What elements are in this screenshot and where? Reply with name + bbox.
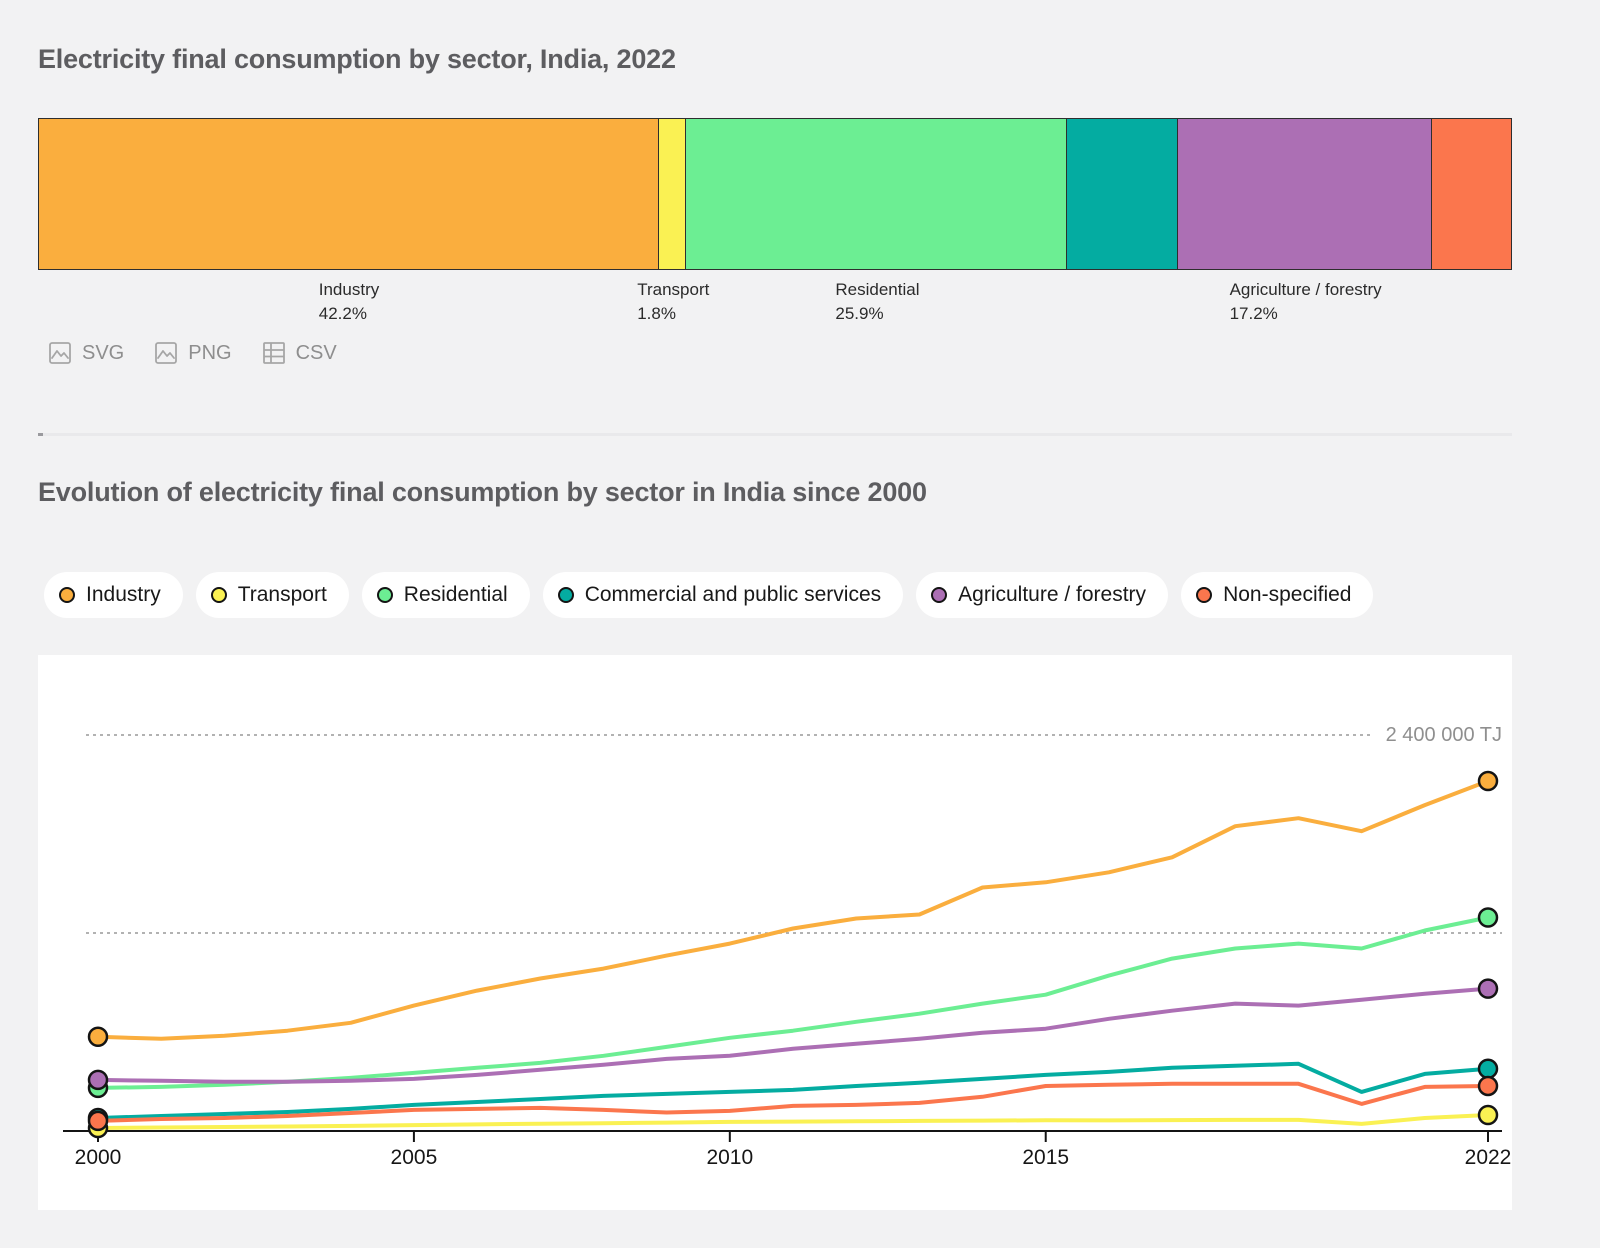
legend-dot-agriculture-forestry	[931, 587, 948, 603]
legend-dot-industry	[59, 587, 75, 603]
bar-label-residential: Residential 25.9%	[835, 280, 920, 323]
legend-item-commercial-and-public-services[interactable]: Commercial and public services	[542, 572, 904, 618]
bar-label-transport: Transport 1.8%	[637, 280, 710, 323]
legend-item-transport[interactable]: Transport	[195, 572, 349, 618]
bar-segment-commercial-and-public-services[interactable]	[1066, 119, 1178, 269]
series-marker-residential-2022[interactable]	[1477, 907, 1499, 928]
x-tick-label-2010: 2010	[706, 1146, 753, 1169]
bar-segment-residential[interactable]	[685, 119, 1067, 269]
series-marker-industry-2000[interactable]	[87, 1026, 109, 1048]
series-marker-industry-2022[interactable]	[1477, 770, 1499, 792]
series-line-commercial-and-public-services[interactable]	[96, 1061, 1490, 1120]
series-line-non-specified[interactable]	[96, 1081, 1490, 1123]
divider-tick	[38, 433, 43, 436]
series-line-transport[interactable]	[96, 1113, 1490, 1130]
legend-label: Industry	[86, 583, 161, 606]
series-marker-transport-2022[interactable]	[1477, 1104, 1499, 1126]
export-row: SVG PNG CSV	[38, 338, 1512, 368]
legend-label: Commercial and public services	[584, 583, 882, 606]
legend-item-non-specified[interactable]: Non-specified	[1181, 572, 1374, 618]
legend-label: Non-specified	[1223, 583, 1352, 606]
line-chart-panel: 2 400 000 TJ 2000 2005 2010 2015 2022	[38, 655, 1512, 1210]
legend-dot-commercial-and-public-services	[557, 587, 574, 603]
export-png-label: PNG	[188, 341, 232, 364]
legend-item-agriculture-forestry[interactable]: Agriculture / forestry	[916, 572, 1169, 618]
section-divider	[38, 433, 1512, 436]
stacked-bar-chart	[38, 118, 1512, 270]
legend-dot-non-specified	[1196, 587, 1213, 603]
series-marker-agriculture-forestry-2022[interactable]	[1477, 978, 1499, 999]
x-tick-label-2000: 2000	[75, 1146, 122, 1169]
series-line-agriculture-forestry[interactable]	[96, 986, 1490, 1084]
legend-dot-residential	[376, 587, 393, 603]
series-line-industry[interactable]	[96, 779, 1490, 1041]
stacked-bar-labels: Industry 42.2% Transport 1.8% Residential 25.…	[38, 278, 1512, 334]
legend-label: Transport	[237, 583, 327, 606]
series-marker-non-specified-2022[interactable]	[1477, 1075, 1499, 1097]
legend-item-industry[interactable]: Industry	[44, 572, 183, 618]
export-csv-button[interactable]: CSV	[262, 341, 337, 365]
bar-label-agriculture-forestry: Agriculture / forestry 17.2%	[1229, 280, 1382, 323]
line-chart: 2 400 000 TJ 2000 2005 2010 2015 2022	[63, 724, 1512, 1169]
x-tick-label-2022: 2022	[1465, 1146, 1512, 1169]
export-png-button[interactable]: PNG	[154, 341, 232, 365]
legend-item-residential[interactable]: Residential	[361, 572, 530, 618]
series-marker-commercial-and-public-services-2022[interactable]	[1477, 1058, 1499, 1080]
line-chart-title: Evolution of electricity final consumpti…	[38, 477, 927, 507]
series-line-residential[interactable]	[96, 915, 1490, 1090]
series-marker-agriculture-forestry-2000[interactable]	[87, 1069, 109, 1091]
x-tick-label-2015: 2015	[1022, 1146, 1069, 1169]
bar-segment-transport[interactable]	[658, 119, 686, 269]
image-icon	[48, 341, 72, 365]
bar-segment-non-specified[interactable]	[1430, 119, 1512, 269]
export-svg-label: SVG	[82, 341, 125, 364]
bar-chart-title: Electricity final consumption by sector,…	[38, 44, 676, 74]
legend-label: Agriculture / forestry	[958, 583, 1147, 606]
image-icon	[154, 341, 178, 365]
x-tick-label-2005: 2005	[391, 1146, 438, 1169]
gridline-label: 2 400 000 TJ	[1386, 724, 1502, 746]
legend-dot-transport	[210, 587, 227, 603]
export-csv-label: CSV	[295, 341, 337, 364]
export-svg-button[interactable]: SVG	[48, 341, 124, 365]
table-icon	[262, 341, 286, 365]
bar-segment-agriculture-forestry[interactable]	[1177, 119, 1431, 269]
page-content: Electricity final consumption by sector,…	[38, 0, 1512, 1210]
bar-label-industry: Industry 42.2%	[318, 280, 380, 323]
legend-label: Residential	[403, 583, 508, 606]
chart-legend: Industry Transport Residential Commercial a…	[44, 572, 1512, 618]
series-marker-non-specified-2000[interactable]	[87, 1110, 109, 1132]
bar-segment-industry[interactable]	[39, 119, 659, 269]
